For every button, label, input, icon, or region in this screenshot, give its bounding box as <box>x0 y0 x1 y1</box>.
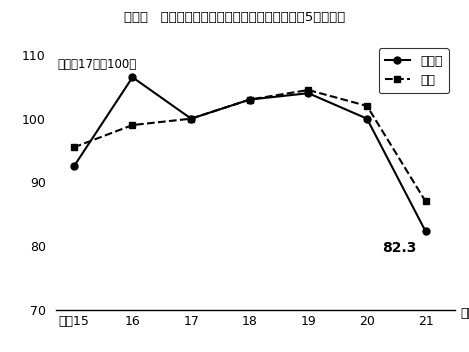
岐阜県 <box>364 117 370 121</box>
全国 <box>188 117 194 121</box>
Line: 岐阜県: 岐阜県 <box>70 74 429 235</box>
Text: 82.3: 82.3 <box>382 241 416 256</box>
Legend: 岐阜県, 全国: 岐阜県, 全国 <box>378 49 449 93</box>
岐阜県 <box>306 91 311 95</box>
Text: （平成17年＝100）: （平成17年＝100） <box>57 58 136 71</box>
全国 <box>247 98 252 102</box>
岐阜県 <box>247 98 252 102</box>
全国 <box>129 123 135 127</box>
岐阜県 <box>188 117 194 121</box>
全国 <box>71 145 76 150</box>
全国 <box>364 104 370 108</box>
Line: 全国: 全国 <box>70 87 429 205</box>
Text: 図－３   所定外労働時間指数の推移（事業所規模5人以上）: 図－３ 所定外労働時間指数の推移（事業所規模5人以上） <box>124 11 345 24</box>
全国 <box>423 199 429 203</box>
岐阜県 <box>423 229 429 233</box>
岐阜県 <box>129 75 135 80</box>
Text: （年）: （年） <box>461 307 469 320</box>
全国 <box>306 88 311 92</box>
岐阜県 <box>71 164 76 169</box>
